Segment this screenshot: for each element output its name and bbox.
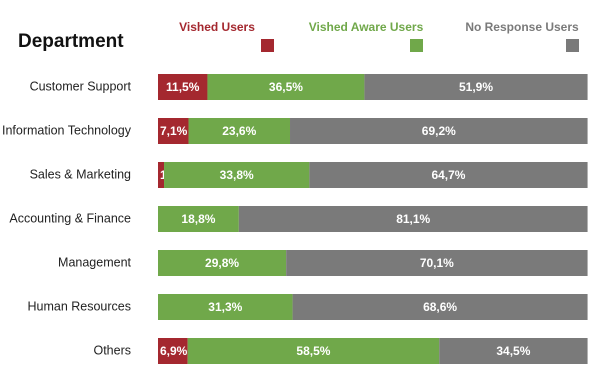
bar-segment <box>164 162 310 188</box>
value-label: 36,5% <box>269 80 303 94</box>
legend-swatch <box>566 39 579 52</box>
category-label: Human Resources <box>27 299 131 313</box>
value-label: 68,6% <box>423 300 457 314</box>
bar-segment <box>364 74 588 100</box>
value-label: 31,3% <box>208 300 242 314</box>
value-label: 23,6% <box>222 124 256 138</box>
value-label: 29,8% <box>205 256 239 270</box>
value-label: 7,1% <box>160 124 188 138</box>
bar-segment <box>309 162 588 188</box>
bar-segment <box>238 206 588 232</box>
bar-segment <box>158 118 189 144</box>
category-label: Customer Support <box>30 79 132 93</box>
bar-segment <box>290 118 588 144</box>
value-label: 34,5% <box>496 344 530 358</box>
value-label: 64,7% <box>431 168 465 182</box>
bar-segment <box>286 250 588 276</box>
value-label: 51,9% <box>459 80 493 94</box>
bar-segment <box>158 206 239 232</box>
bar-segment <box>292 294 588 320</box>
value-label: 69,2% <box>422 124 456 138</box>
category-label: Sales & Marketing <box>30 167 131 181</box>
category-label: Management <box>58 255 131 269</box>
bar-segment <box>439 338 588 364</box>
value-label: 58,5% <box>296 344 330 358</box>
value-label: 81,1% <box>396 212 430 226</box>
category-label: Others <box>93 343 131 357</box>
bar-segment <box>158 74 208 100</box>
legend-label: No Response Users <box>465 20 579 34</box>
bar-segment <box>207 74 365 100</box>
value-label: 33,8% <box>220 168 254 182</box>
bar-segment <box>158 162 165 188</box>
value-label: 18,8% <box>181 212 215 226</box>
legend-label: Vished Aware Users <box>309 20 424 34</box>
value-label: 6,9% <box>160 344 188 358</box>
legend-swatch <box>410 39 423 52</box>
bar-segment <box>158 338 188 364</box>
value-label: 70,1% <box>420 256 454 270</box>
legend-swatch <box>261 39 274 52</box>
bar-segment <box>188 118 291 144</box>
bar-segment <box>187 338 440 364</box>
legend-label: Vished Users <box>179 20 255 34</box>
value-label: 11,5% <box>166 80 200 94</box>
category-label: Information Technology <box>2 123 132 137</box>
bar-segment <box>158 294 293 320</box>
bar-segment <box>158 250 287 276</box>
chart-title: Department <box>18 31 124 52</box>
category-label: Accounting & Finance <box>9 211 131 225</box>
